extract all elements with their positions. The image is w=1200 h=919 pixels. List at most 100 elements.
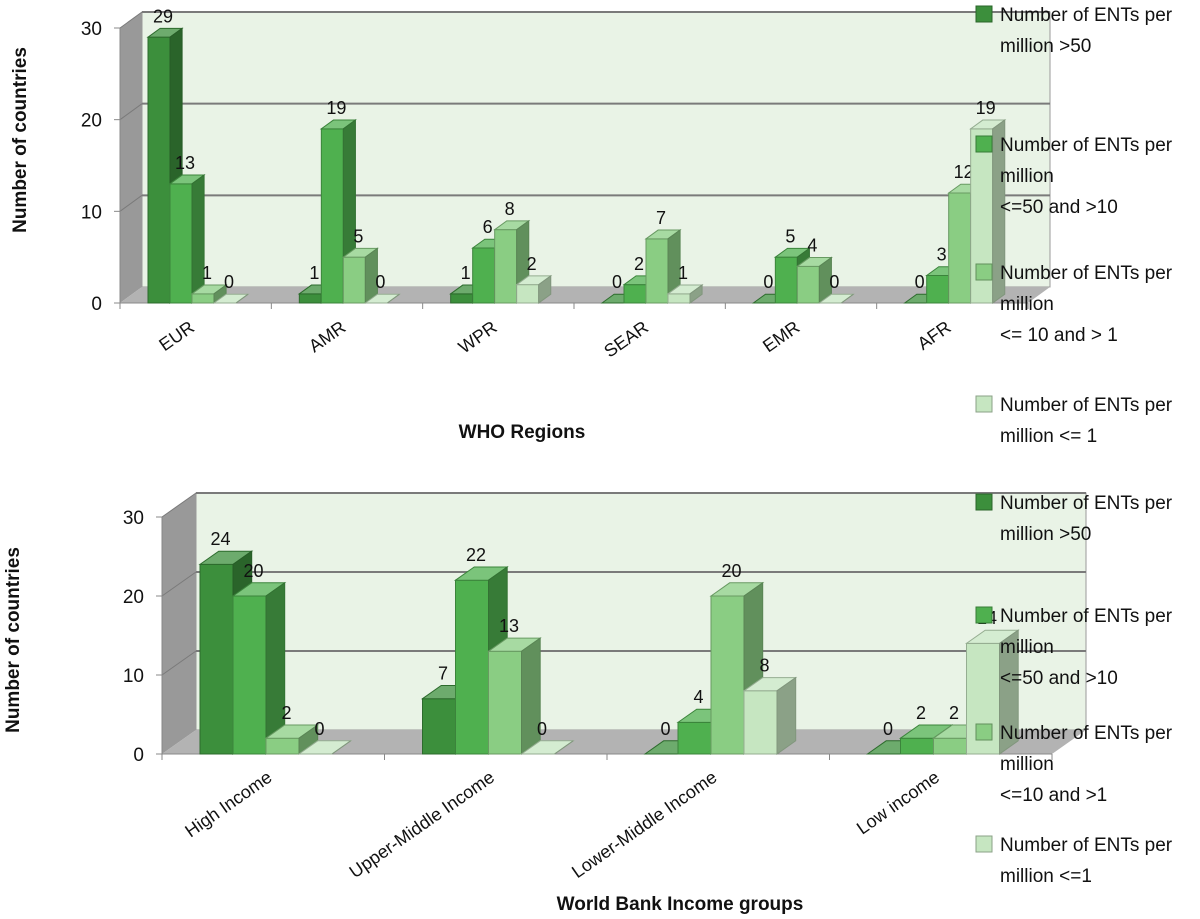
bar-front	[796, 265, 820, 304]
data-label: 0	[829, 272, 839, 292]
legend-label: Number of ENTs per	[1000, 606, 1173, 627]
y-tick-label: 10	[81, 202, 102, 223]
category-label: Low income	[853, 767, 943, 838]
data-label: 1	[202, 263, 212, 283]
legend-label: million	[1000, 166, 1054, 187]
bar-side	[387, 293, 400, 304]
data-label: 7	[656, 208, 666, 228]
y-tick-label: 20	[123, 587, 144, 608]
legend-label: <=50 and >10	[1000, 668, 1118, 689]
data-label: 0	[763, 272, 773, 292]
data-label: 0	[612, 272, 622, 292]
bar-side	[331, 740, 351, 755]
bar-side	[999, 629, 1019, 755]
bar	[666, 284, 704, 304]
data-label: 24	[210, 529, 230, 549]
category-label: Lower-Middle Income	[568, 767, 720, 882]
bar-front	[265, 737, 300, 755]
bar-front	[948, 192, 972, 304]
data-label: 0	[537, 719, 547, 739]
bar	[363, 293, 401, 304]
legend-label: Number of ENTs per	[1000, 135, 1173, 156]
back-wall	[195, 492, 1087, 731]
data-label: 2	[634, 254, 644, 274]
side-wall	[162, 493, 196, 754]
category-label: AMR	[305, 317, 349, 356]
legend-swatch	[975, 606, 993, 624]
bar-front	[677, 721, 712, 755]
gridline-side	[161, 571, 197, 597]
bar	[212, 293, 250, 304]
gridline-side	[119, 103, 143, 121]
bar-front	[232, 595, 267, 755]
y-tick-label: 0	[91, 294, 102, 315]
gridline-side	[119, 194, 143, 212]
data-label: 5	[785, 226, 795, 246]
data-label: 19	[326, 98, 346, 118]
data-label: 0	[915, 272, 925, 292]
legend-swatch	[975, 263, 993, 281]
y-axis-title: Number of countries	[10, 47, 31, 233]
bar-front	[667, 293, 691, 304]
data-label: 4	[807, 236, 817, 256]
y-tick-label: 30	[123, 508, 144, 529]
back-wall	[141, 11, 1051, 288]
data-label: 0	[314, 719, 324, 739]
bar-front	[298, 293, 322, 304]
data-label: 12	[954, 162, 974, 182]
bar	[519, 740, 575, 755]
legend-label: Number of ENTs per	[1000, 835, 1173, 856]
y-tick-label: 20	[81, 111, 102, 132]
bar-side	[776, 676, 797, 755]
bar-front	[623, 284, 647, 304]
category-label: EUR	[155, 317, 198, 355]
bar	[742, 676, 798, 755]
bar-side	[689, 284, 703, 304]
legend-item: Number of ENTs per million <=50 and >10	[975, 606, 1173, 689]
legend-item: Number of ENTs per million >50	[975, 5, 1173, 57]
bar-side	[841, 293, 854, 304]
bar-side	[554, 740, 574, 755]
legend-label: Number of ENTs per	[1000, 723, 1173, 744]
bar	[964, 629, 1020, 755]
data-label: 1	[461, 263, 471, 283]
legend-swatch	[975, 395, 993, 413]
legend-label: million <=1	[1000, 866, 1092, 887]
legend-label: million >50	[1000, 524, 1091, 545]
data-label: 1	[309, 263, 319, 283]
bar-front	[169, 183, 193, 304]
bar	[168, 174, 206, 304]
data-label: 29	[153, 6, 173, 26]
legend-label: million	[1000, 754, 1054, 775]
bar-side	[235, 293, 249, 304]
legend-swatch	[975, 493, 993, 511]
data-label: 5	[353, 226, 363, 246]
bar-front	[774, 256, 798, 304]
bar-front	[191, 293, 215, 304]
bar	[486, 637, 542, 755]
data-label: 0	[883, 719, 893, 739]
bar-front	[450, 293, 474, 304]
legend-label: million	[1000, 637, 1054, 658]
bar	[644, 229, 682, 304]
data-label: 2	[281, 703, 291, 723]
legend-swatch	[975, 835, 993, 853]
y-tick-label: 30	[81, 19, 102, 40]
legend-item: Number of ENTs per million <= 1	[975, 395, 1173, 447]
legend-label: million	[1000, 294, 1054, 315]
legend-swatch	[975, 5, 993, 23]
bar-front	[494, 229, 518, 304]
bar-side	[538, 274, 552, 304]
bar-front	[342, 256, 366, 304]
bar	[341, 247, 379, 304]
bar-front	[900, 737, 934, 755]
legend-label: Number of ENTs per	[1000, 493, 1173, 514]
bar-side	[191, 174, 205, 304]
bar	[264, 724, 320, 755]
data-label: 20	[721, 561, 741, 581]
bar-front	[645, 238, 669, 304]
gridline-side	[161, 492, 197, 518]
x-axis-title: WHO Regions	[459, 422, 586, 443]
